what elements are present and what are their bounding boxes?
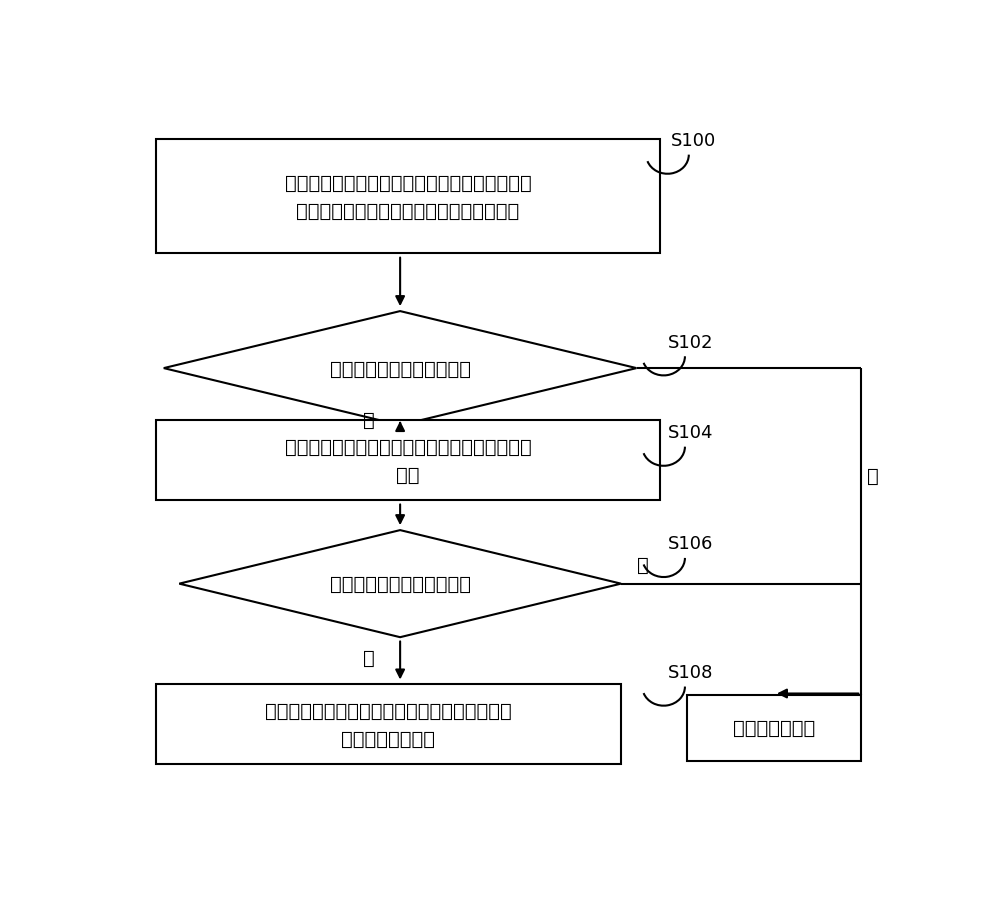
- Text: 否: 否: [867, 467, 879, 486]
- Polygon shape: [164, 312, 637, 426]
- Text: 获取计时器传输的当前时间和发动机上次关闭时
间，根据关闭时间和当前时间确定停机时长: 获取计时器传输的当前时间和发动机上次关闭时 间，根据关闭时间和当前时间确定停机时…: [285, 173, 531, 220]
- Bar: [156, 140, 660, 254]
- Text: 停机时长是否大于预设时长: 停机时长是否大于预设时长: [330, 359, 471, 378]
- Text: 是: 是: [363, 410, 375, 429]
- Text: S104: S104: [668, 424, 713, 442]
- Text: S106: S106: [668, 535, 713, 553]
- Bar: [687, 695, 861, 761]
- Text: 当前电压是否大于电压阈值: 当前电压是否大于电压阈值: [330, 575, 471, 594]
- Text: S102: S102: [668, 334, 713, 351]
- Polygon shape: [179, 530, 621, 638]
- Text: 获取压力监测器监测得到的汽车内蓄电池的当前
电压: 获取压力监测器监测得到的汽车内蓄电池的当前 电压: [285, 437, 531, 484]
- Text: 正常启动发动机: 正常启动发动机: [733, 719, 815, 738]
- Bar: [156, 420, 660, 501]
- Text: S108: S108: [668, 663, 713, 681]
- Text: S100: S100: [671, 132, 717, 150]
- Text: 是: 是: [363, 649, 375, 667]
- Bar: [156, 685, 621, 765]
- Text: 控制循环回路的循环通道连通，并控制蓄电池对
电机和加热器供电: 控制循环回路的循环通道连通，并控制蓄电池对 电机和加热器供电: [265, 701, 512, 748]
- Text: 否: 否: [637, 555, 648, 574]
